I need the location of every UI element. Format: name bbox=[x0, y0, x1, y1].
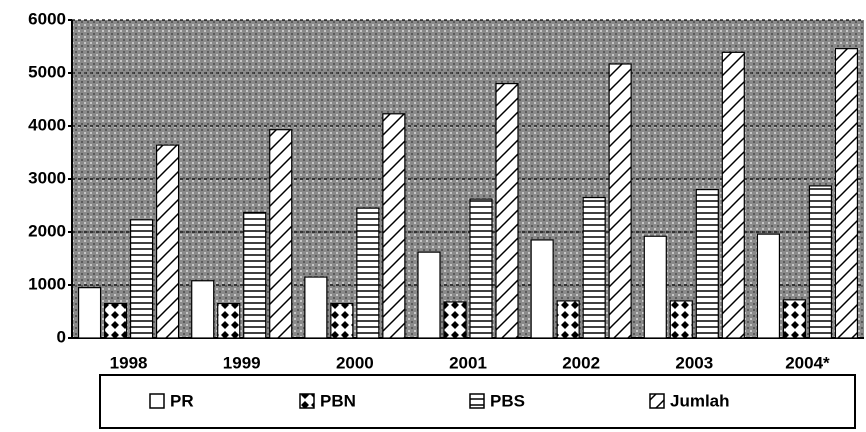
bar bbox=[756, 233, 781, 339]
x-tick-label: 1999 bbox=[223, 353, 261, 372]
bar bbox=[243, 211, 267, 339]
legend-label: PBS bbox=[490, 391, 525, 410]
legend-swatch bbox=[149, 393, 165, 409]
bar bbox=[304, 276, 328, 339]
bar bbox=[443, 301, 467, 339]
y-tick-label: 5000 bbox=[28, 62, 66, 81]
bar bbox=[721, 51, 745, 339]
bar bbox=[530, 239, 554, 339]
y-tick-label: 3000 bbox=[28, 168, 66, 187]
bar bbox=[269, 129, 293, 339]
y-tick-label: 6000 bbox=[28, 9, 66, 28]
bar bbox=[495, 82, 519, 339]
y-tick-label: 2000 bbox=[28, 221, 66, 240]
bar bbox=[129, 219, 154, 339]
bar bbox=[469, 198, 493, 339]
bar bbox=[608, 63, 632, 339]
bar bbox=[382, 113, 406, 339]
y-tick-label: 4000 bbox=[28, 115, 66, 134]
legend-label: Jumlah bbox=[670, 391, 730, 410]
x-tick-label: 2001 bbox=[449, 353, 487, 372]
bar bbox=[356, 207, 380, 339]
bar bbox=[556, 300, 580, 339]
x-tick-label: 2002 bbox=[562, 353, 600, 372]
bar bbox=[217, 302, 241, 339]
x-tick-label: 2003 bbox=[675, 353, 713, 372]
legend-label: PR bbox=[170, 391, 194, 410]
x-tick-label: 1998 bbox=[110, 353, 148, 372]
bar bbox=[695, 189, 719, 339]
bar bbox=[669, 300, 693, 339]
bar bbox=[191, 280, 215, 339]
bar bbox=[155, 144, 180, 339]
bar bbox=[808, 185, 833, 339]
y-tick-label: 0 bbox=[57, 327, 66, 346]
x-tick-label: 2000 bbox=[336, 353, 374, 372]
legend-label: PBN bbox=[320, 391, 356, 410]
bar bbox=[834, 48, 859, 339]
bar bbox=[103, 302, 128, 339]
bar bbox=[417, 251, 441, 339]
x-tick-label: 2004* bbox=[785, 353, 830, 372]
y-tick-label: 1000 bbox=[28, 274, 66, 293]
bar bbox=[643, 235, 667, 339]
bar bbox=[782, 299, 807, 339]
legend-swatch bbox=[299, 393, 315, 409]
bar bbox=[77, 287, 102, 339]
bar bbox=[330, 302, 354, 339]
bar bbox=[582, 196, 606, 339]
legend-swatch bbox=[469, 393, 485, 409]
legend-swatch bbox=[649, 393, 665, 409]
